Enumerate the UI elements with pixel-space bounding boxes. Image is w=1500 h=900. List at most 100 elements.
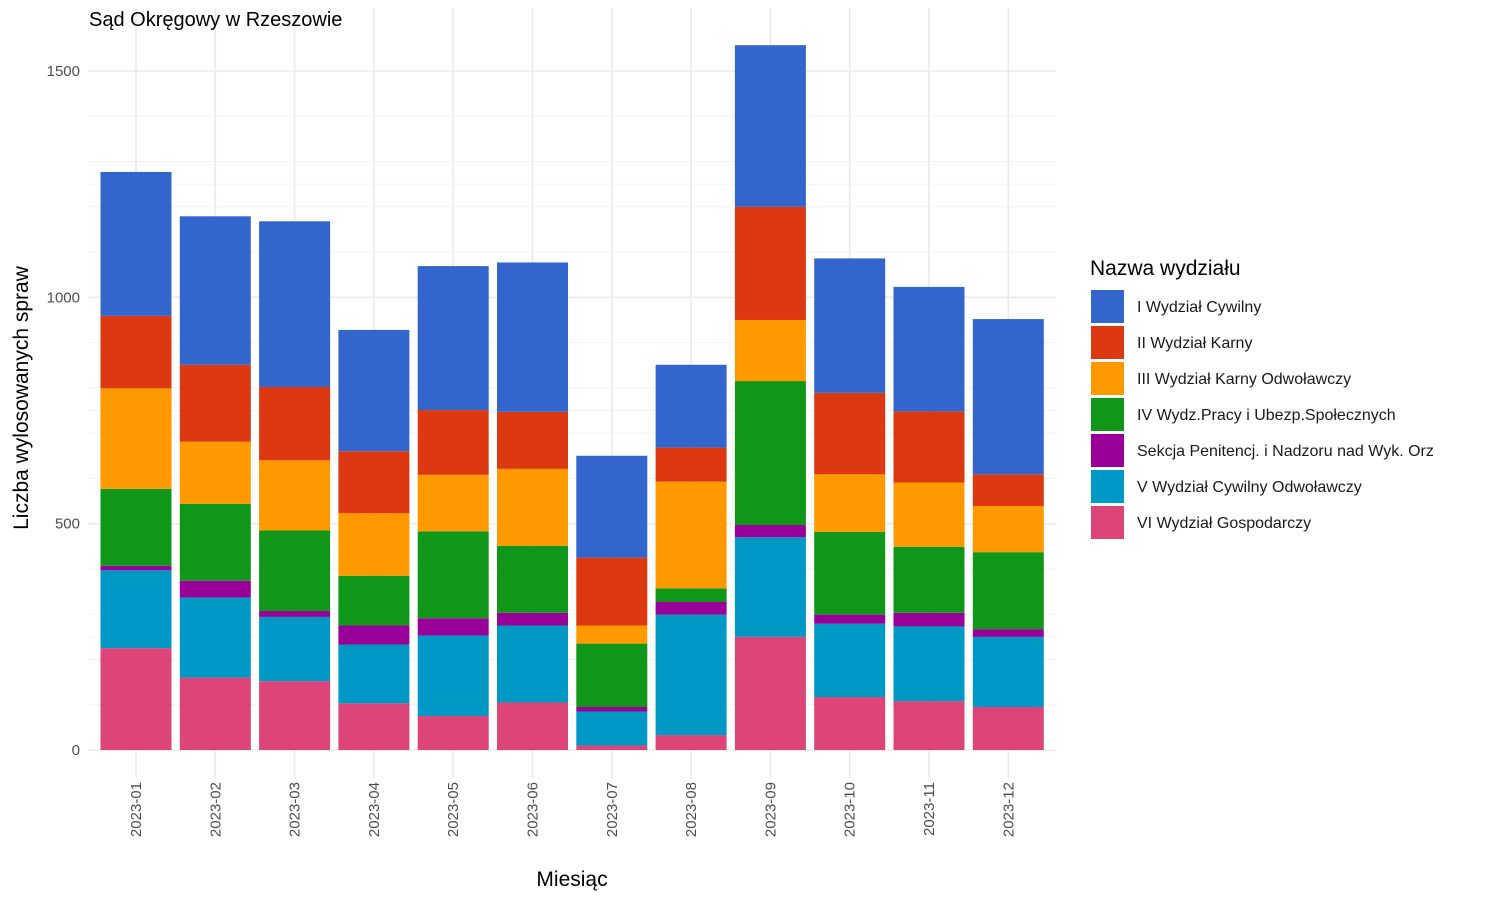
bar-segment bbox=[576, 455, 648, 558]
y-tick-label: 1000 bbox=[47, 289, 80, 306]
bar-segment bbox=[100, 648, 172, 750]
x-tick-label: 2023-08 bbox=[683, 782, 700, 837]
y-tick-label: 1500 bbox=[47, 63, 80, 80]
bar-segment bbox=[179, 503, 251, 581]
bar-segment bbox=[893, 546, 965, 613]
bar-segment bbox=[338, 451, 410, 514]
bar-segment bbox=[655, 364, 727, 448]
y-axis-title: Liczba wylosowanych spraw bbox=[10, 265, 33, 530]
x-tick-label: 2023-05 bbox=[445, 782, 462, 837]
bar-segment bbox=[655, 481, 727, 589]
bar-segment bbox=[972, 474, 1044, 507]
x-axis-ticks: 2023-01 2023-02 2023-03 2023-04 2023-05 2023-… bbox=[128, 782, 1017, 837]
bar-segment bbox=[259, 616, 331, 682]
bar-segment bbox=[338, 703, 410, 750]
bar-segment bbox=[734, 206, 806, 320]
legend-swatch bbox=[1091, 470, 1124, 503]
bar-segment bbox=[814, 531, 886, 615]
bar-segment bbox=[179, 677, 251, 750]
bar-segment bbox=[338, 644, 410, 704]
bar-segment bbox=[417, 635, 489, 717]
bar-segment bbox=[734, 381, 806, 526]
bar-segment bbox=[259, 611, 331, 617]
bar-segment bbox=[497, 612, 568, 626]
legend-swatch bbox=[1091, 434, 1124, 467]
bar-segment bbox=[576, 625, 648, 644]
bar-segment bbox=[417, 410, 489, 475]
bar-segment bbox=[259, 221, 331, 387]
bar-segment bbox=[893, 612, 965, 627]
bar-segment bbox=[576, 711, 648, 746]
bar-segment bbox=[497, 262, 568, 412]
y-axis-ticks: 0 500 1000 1500 bbox=[47, 63, 80, 759]
bar-segment bbox=[338, 575, 410, 626]
bars bbox=[100, 45, 1044, 750]
bar-segment bbox=[893, 626, 965, 702]
bar-segment bbox=[893, 286, 965, 412]
bar-segment bbox=[497, 411, 568, 469]
bar-segment bbox=[338, 329, 410, 452]
bar-segment bbox=[497, 625, 568, 703]
bar-segment bbox=[893, 482, 965, 547]
legend-label: IV Wydz.Pracy i Ubezp.Społecznych bbox=[1137, 407, 1396, 424]
legend-swatch bbox=[1091, 362, 1124, 395]
bar-segment bbox=[338, 625, 410, 645]
bar-segment bbox=[417, 474, 489, 532]
x-tick-label: 2023-01 bbox=[128, 782, 145, 837]
bar-segment bbox=[814, 614, 886, 624]
bar-segment bbox=[179, 216, 251, 365]
bar-segment bbox=[576, 745, 648, 750]
bar-segment bbox=[338, 513, 410, 576]
bar-segment bbox=[655, 614, 727, 736]
bar-segment bbox=[734, 537, 806, 637]
x-tick-label: 2023-07 bbox=[604, 782, 621, 837]
x-tick-label: 2023-12 bbox=[1000, 782, 1017, 837]
bar-segment bbox=[179, 597, 251, 678]
y-tick-label: 500 bbox=[55, 516, 80, 533]
bar-segment bbox=[972, 506, 1044, 553]
bar-segment bbox=[734, 525, 806, 538]
bar-segment bbox=[179, 364, 251, 442]
x-tick-label: 2023-03 bbox=[287, 782, 304, 837]
x-axis-title: Miesiąc bbox=[536, 868, 607, 891]
legend-swatch bbox=[1091, 398, 1124, 431]
bar-segment bbox=[972, 319, 1044, 475]
bar-segment bbox=[576, 706, 648, 712]
x-tick-label: 2023-09 bbox=[762, 782, 779, 837]
bar-segment bbox=[972, 706, 1044, 750]
x-tick-label: 2023-04 bbox=[366, 782, 383, 837]
bar-segment bbox=[814, 258, 886, 393]
bar-segment bbox=[972, 552, 1044, 630]
bar-segment bbox=[734, 45, 806, 207]
bar-segment bbox=[100, 565, 172, 571]
bar-segment bbox=[655, 601, 727, 615]
bar-segment bbox=[972, 629, 1044, 637]
bar-segment bbox=[259, 681, 331, 750]
legend-label: V Wydział Cywilny Odwoławczy bbox=[1137, 479, 1362, 496]
y-tick-label: 0 bbox=[72, 742, 80, 759]
legend-label: VI Wydział Gospodarczy bbox=[1137, 515, 1311, 532]
bar-segment bbox=[893, 411, 965, 483]
bar-segment bbox=[814, 474, 886, 532]
chart-title: Sąd Okręgowy w Rzeszowie bbox=[89, 9, 342, 31]
bar-segment bbox=[814, 697, 886, 750]
x-tick-label: 2023-02 bbox=[207, 782, 224, 837]
bar-segment bbox=[417, 618, 489, 636]
bar-segment bbox=[734, 319, 806, 382]
bar-segment bbox=[576, 557, 648, 626]
bar-segment bbox=[259, 530, 331, 612]
bar-segment bbox=[972, 636, 1044, 707]
legend-swatch bbox=[1091, 326, 1124, 359]
bar-segment bbox=[179, 580, 251, 598]
legend-label: II Wydział Karny bbox=[1137, 335, 1252, 352]
bar-segment bbox=[259, 460, 331, 531]
bar-segment bbox=[417, 266, 489, 411]
bar-segment bbox=[893, 701, 965, 750]
bar-segment bbox=[100, 488, 172, 566]
bar-segment bbox=[655, 447, 727, 482]
legend-label: III Wydział Karny Odwoławczy bbox=[1137, 371, 1351, 388]
bar-segment bbox=[497, 702, 568, 750]
bar-segment bbox=[100, 315, 172, 389]
bar-segment bbox=[497, 468, 568, 546]
